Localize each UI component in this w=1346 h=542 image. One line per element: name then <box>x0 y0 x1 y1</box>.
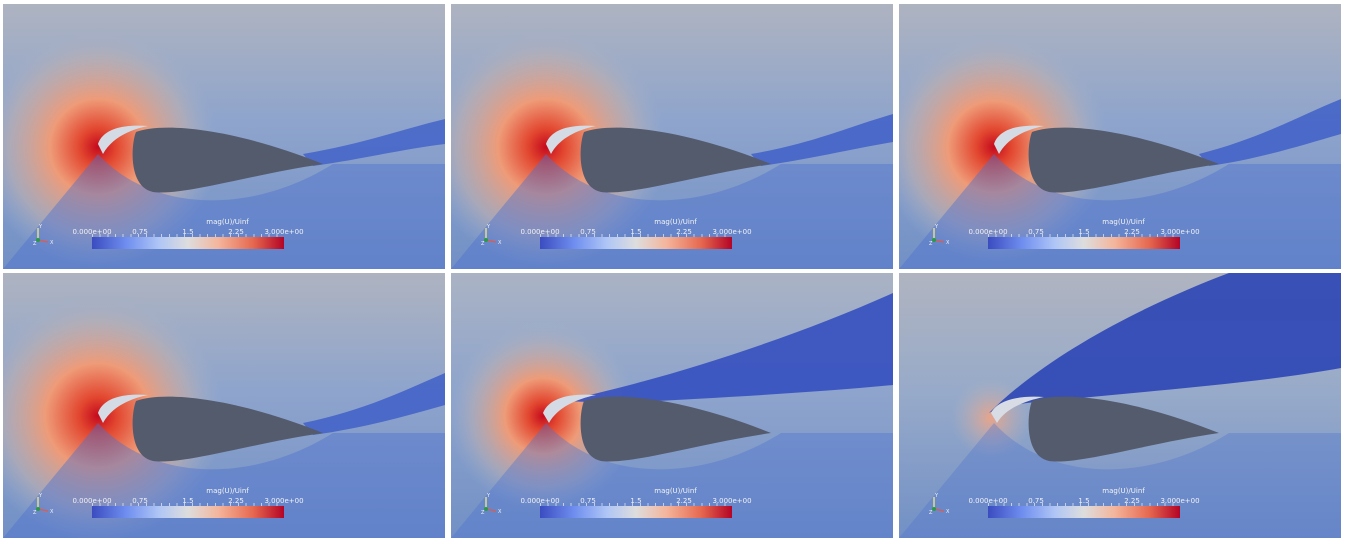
airfoil-shape <box>580 127 771 193</box>
flow-panel-a: mag(U)/Uinf 0.000e+00 0.75 1.5 2.25 3.00… <box>3 4 445 269</box>
airfoil-shape <box>132 396 323 462</box>
velocity-field <box>451 273 893 538</box>
airfoil-shape <box>580 396 771 462</box>
velocity-field <box>899 4 1341 269</box>
airfoil-shape <box>1028 127 1219 193</box>
flow-panel-c: mag(U)/Uinf 0.000e+00 0.75 1.5 2.25 3.00… <box>899 4 1341 269</box>
velocity-field <box>451 4 893 269</box>
flow-panel-d: mag(U)/Uinf 0.000e+00 0.75 1.5 2.25 3.00… <box>3 273 445 538</box>
airfoil-shape <box>1028 396 1219 462</box>
flow-panel-e: mag(U)/Uinf 0.000e+00 0.75 1.5 2.25 3.00… <box>451 273 893 538</box>
flow-panel-f: mag(U)/Uinf 0.000e+00 0.75 1.5 2.25 3.00… <box>899 273 1341 538</box>
velocity-field <box>3 273 445 538</box>
velocity-field <box>899 273 1341 538</box>
airfoil-shape <box>132 127 323 193</box>
velocity-field <box>3 4 445 269</box>
flow-panel-b: mag(U)/Uinf 0.000e+00 0.75 1.5 2.25 3.00… <box>451 4 893 269</box>
